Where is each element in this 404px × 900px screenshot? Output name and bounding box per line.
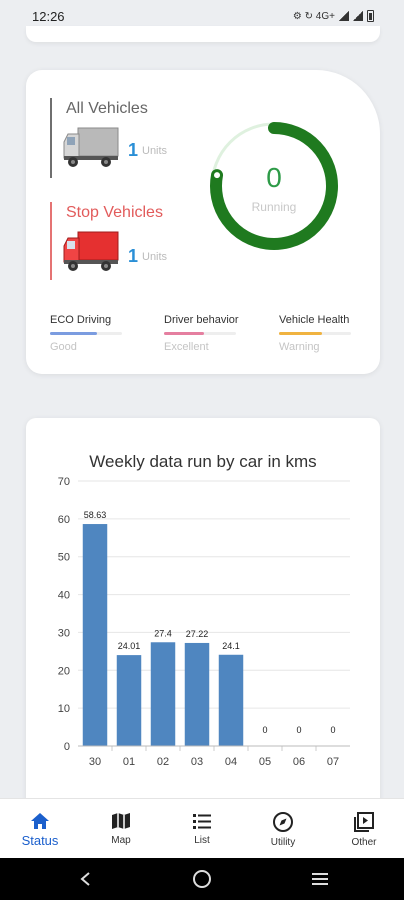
chart-bar: [116, 655, 142, 746]
list-icon: [193, 814, 211, 829]
nav-label: Utility: [270, 837, 296, 848]
bar-value-label: 0: [296, 725, 301, 735]
metric-title: Driver behavior: [164, 314, 239, 326]
nav-map[interactable]: Map: [91, 799, 151, 859]
bar-value-label: 27.4: [154, 628, 172, 638]
nav-label: Status: [21, 833, 59, 848]
bar-value-label: 58.63: [84, 510, 107, 520]
x-tick-label: 30: [89, 756, 101, 768]
stop-vehicles-count: 1: [128, 246, 139, 266]
gray-truck-icon: [63, 127, 119, 167]
metric-bar: [50, 332, 122, 335]
vehicle-health-metric[interactable]: Vehicle Health Warning: [279, 314, 351, 353]
metric-title: ECO Driving: [50, 314, 112, 326]
weekly-bar-chart: 0 10 20 30 40 50 60 70 58.63 30 24.01 01 27.4 02 27.22…: [58, 476, 350, 768]
metric-value: Warning: [279, 341, 320, 353]
metric-bar: [164, 332, 236, 335]
x-tick-label: 05: [259, 756, 271, 768]
home-circle-icon[interactable]: [172, 858, 232, 900]
all-vehicles-unit: Units: [142, 145, 168, 157]
x-tick-label: 07: [327, 756, 339, 768]
compass-icon: [273, 812, 293, 832]
running-count: 0: [266, 162, 282, 193]
bar-value-label: 0: [262, 725, 267, 735]
nav-label: Other: [351, 837, 377, 848]
metric-value: Excellent: [164, 341, 209, 353]
y-tick-label: 20: [58, 665, 70, 677]
map-icon: [112, 813, 130, 829]
bottom-navigation: Status Map List Utility Other: [0, 798, 404, 858]
chart-bar: [150, 642, 176, 746]
running-gauge[interactable]: 0 Running: [202, 114, 346, 258]
weekly-chart-card: Weekly data run by car in kms 0 10 20 30 40 5…: [26, 418, 380, 818]
metric-title: Vehicle Health: [279, 314, 350, 326]
battery-icon: [367, 10, 374, 22]
recents-icon[interactable]: [290, 858, 350, 900]
running-label: Running: [251, 200, 297, 214]
status-time: 12:26: [32, 9, 65, 24]
x-tick-label: 03: [191, 756, 203, 768]
gauge-knob: [214, 172, 221, 179]
metric-bar-fill: [164, 332, 204, 335]
status-icons: ⚙ ↻ 4G+: [293, 10, 374, 22]
vehicle-summary-card: All Vehicles 1 Units Stop Vehicles 1 Uni…: [26, 70, 380, 374]
metric-value: Good: [50, 341, 77, 353]
chart-title: Weekly data run by car in kms: [89, 452, 317, 471]
red-truck-icon: [63, 231, 119, 271]
previous-card: [26, 26, 380, 42]
signal-icon: [353, 11, 363, 21]
home-icon: [31, 813, 49, 829]
stop-vehicles-title: Stop Vehicles: [66, 204, 163, 221]
bar-value-label: 24.01: [118, 641, 141, 651]
x-tick-label: 06: [293, 756, 305, 768]
all-vehicles-title: All Vehicles: [66, 100, 148, 117]
metric-bar: [279, 332, 351, 335]
bar-value-label: 24.1: [222, 641, 240, 651]
all-vehicles-count: 1: [128, 140, 139, 160]
nav-list[interactable]: List: [172, 799, 232, 859]
y-tick-label: 60: [58, 514, 70, 526]
status-indicators: ⚙ ↻ 4G+: [292, 10, 335, 22]
all-vehicles-block[interactable]: All Vehicles 1 Units: [50, 98, 200, 178]
bar-value-label: 0: [330, 725, 335, 735]
chart-bar: [82, 524, 108, 746]
nav-label: List: [194, 835, 210, 846]
x-tick-label: 04: [225, 756, 237, 768]
y-tick-label: 50: [58, 552, 70, 564]
gauge-ring: [210, 122, 338, 250]
chart-bar: [218, 654, 244, 746]
gauge-progress-arc: [210, 122, 338, 250]
y-tick-label: 0: [64, 741, 70, 753]
nav-label: Map: [111, 835, 131, 846]
driver-behavior-metric[interactable]: Driver behavior Excellent: [164, 314, 239, 353]
metric-bar-fill: [50, 332, 97, 335]
y-tick-label: 30: [58, 627, 70, 639]
nav-status[interactable]: Status: [10, 799, 70, 859]
y-tick-label: 40: [58, 590, 70, 602]
nav-utility[interactable]: Utility: [253, 799, 313, 859]
y-tick-label: 70: [58, 476, 70, 488]
stop-vehicles-unit: Units: [142, 251, 168, 263]
stop-vehicles-block[interactable]: Stop Vehicles 1 Units: [50, 202, 200, 280]
metric-bar-fill: [279, 332, 323, 335]
nav-other[interactable]: Other: [334, 799, 394, 859]
y-tick-label: 10: [58, 703, 70, 715]
bar-value-label: 27.22: [186, 629, 209, 639]
chart-bar: [184, 642, 210, 746]
eco-driving-metric[interactable]: ECO Driving Good: [50, 314, 122, 353]
system-navigation-bar: [0, 858, 404, 900]
back-icon[interactable]: [56, 858, 116, 900]
x-tick-label: 02: [157, 756, 169, 768]
playlist-icon: [354, 812, 374, 832]
x-tick-label: 01: [123, 756, 135, 768]
signal-icon: [339, 11, 349, 21]
